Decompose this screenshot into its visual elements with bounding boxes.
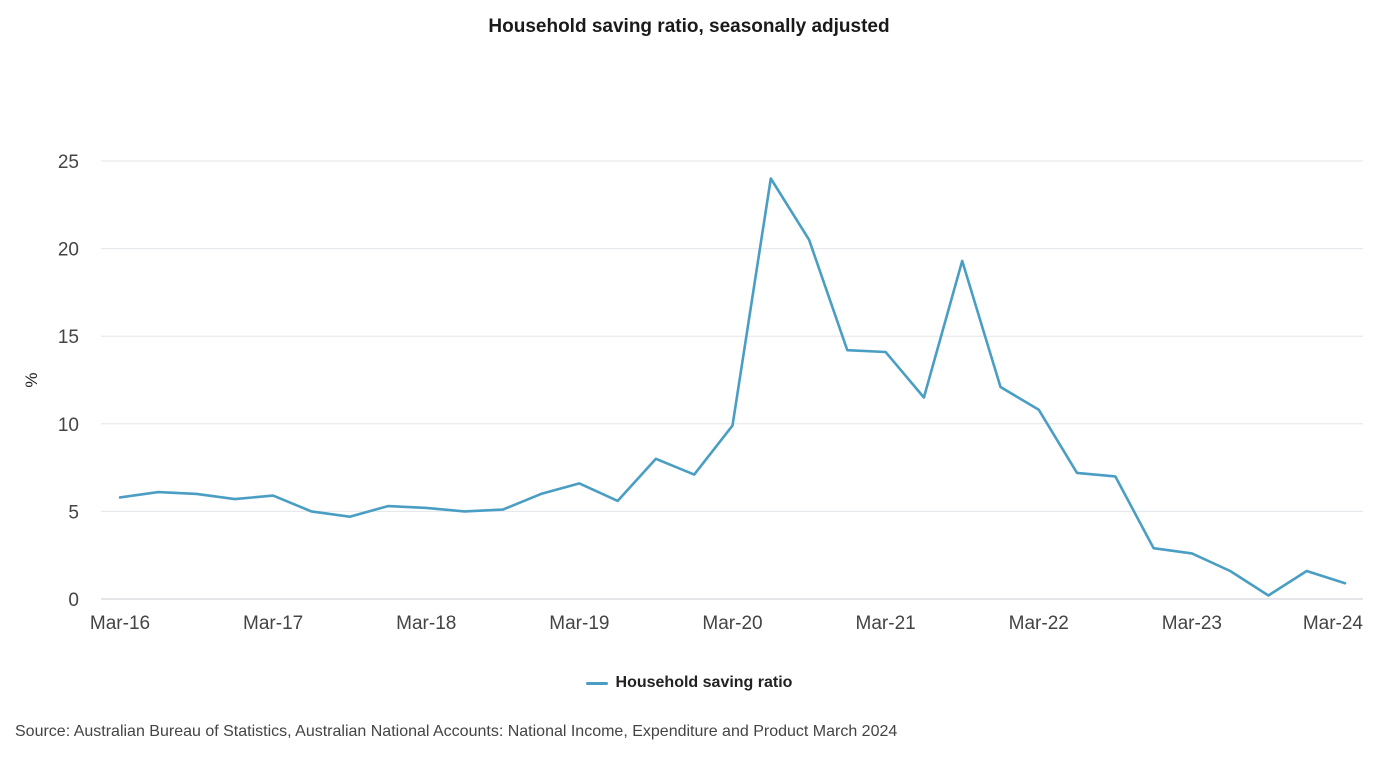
y-axis-label: % bbox=[22, 372, 41, 387]
data-point[interactable] bbox=[994, 381, 1006, 393]
x-tick-label: Mar-19 bbox=[549, 613, 609, 634]
y-tick-label: 20 bbox=[58, 240, 79, 261]
data-point[interactable] bbox=[612, 495, 624, 507]
data-point[interactable] bbox=[1262, 589, 1274, 601]
data-point[interactable] bbox=[765, 173, 777, 185]
x-tick-label: Mar-16 bbox=[90, 613, 150, 634]
data-point[interactable] bbox=[1186, 547, 1198, 559]
x-tick-label: Mar-24 bbox=[1303, 613, 1364, 634]
data-point[interactable] bbox=[344, 511, 356, 523]
data-point[interactable] bbox=[420, 502, 432, 514]
data-point[interactable] bbox=[114, 491, 126, 503]
data-point[interactable] bbox=[727, 420, 739, 432]
x-axis-ticks: Mar-16 Mar-17 Mar-18 Mar-19 Mar-20 Mar-21 Mar-… bbox=[90, 613, 1364, 634]
data-point[interactable] bbox=[191, 488, 203, 500]
series-line-household-saving-ratio[interactable] bbox=[118, 177, 1347, 597]
data-point[interactable] bbox=[267, 490, 279, 502]
data-point[interactable] bbox=[956, 255, 968, 267]
data-point[interactable] bbox=[497, 504, 509, 516]
data-point[interactable] bbox=[803, 234, 815, 246]
y-tick-label: 10 bbox=[58, 415, 79, 436]
data-point[interactable] bbox=[880, 346, 892, 358]
legend-label: Household saving ratio bbox=[615, 674, 793, 691]
data-point[interactable] bbox=[1148, 542, 1160, 554]
x-tick-label: Mar-22 bbox=[1009, 613, 1069, 634]
x-tick-label: Mar-17 bbox=[243, 613, 303, 634]
gridlines bbox=[101, 160, 1363, 600]
legend-swatch bbox=[585, 681, 608, 685]
y-tick-label: 15 bbox=[58, 327, 79, 348]
data-point[interactable] bbox=[1224, 565, 1236, 577]
x-tick-label: Mar-18 bbox=[396, 613, 456, 634]
data-point[interactable] bbox=[1071, 467, 1083, 479]
x-tick-label: Mar-21 bbox=[856, 613, 916, 634]
y-tick-label: 25 bbox=[58, 152, 79, 173]
data-point[interactable] bbox=[573, 477, 585, 489]
data-point[interactable] bbox=[152, 486, 164, 498]
x-tick-label: Mar-20 bbox=[702, 613, 762, 634]
data-point[interactable] bbox=[229, 493, 241, 505]
x-tick-label: Mar-23 bbox=[1162, 613, 1222, 634]
data-point[interactable] bbox=[382, 500, 394, 512]
series bbox=[114, 173, 1351, 601]
data-point[interactable] bbox=[918, 392, 930, 404]
y-axis-ticks: 0 5 10 15 20 25 bbox=[58, 152, 79, 611]
data-point[interactable] bbox=[1339, 577, 1351, 589]
data-point[interactable] bbox=[459, 505, 471, 517]
data-point[interactable] bbox=[650, 453, 662, 465]
legend[interactable]: Household saving ratio bbox=[0, 674, 1378, 692]
data-point[interactable] bbox=[1109, 470, 1121, 482]
data-point[interactable] bbox=[535, 488, 547, 500]
data-point[interactable] bbox=[841, 344, 853, 356]
data-point[interactable] bbox=[1033, 404, 1045, 416]
data-point[interactable] bbox=[305, 505, 317, 517]
y-tick-label: 5 bbox=[68, 502, 79, 523]
y-tick-label: 0 bbox=[68, 590, 79, 611]
data-point[interactable] bbox=[688, 469, 700, 481]
source-note: Source: Australian Bureau of Statistics,… bbox=[15, 723, 898, 740]
data-point[interactable] bbox=[1301, 565, 1313, 577]
chart-title: Household saving ratio, seasonally adjus… bbox=[488, 16, 890, 37]
